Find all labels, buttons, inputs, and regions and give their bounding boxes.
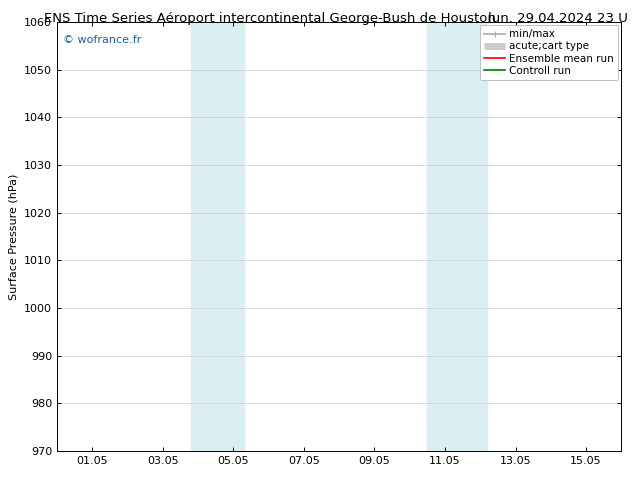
Bar [427, 22, 488, 451]
Text: © wofrance.fr: © wofrance.fr [63, 35, 141, 45]
Legend: min/max, acute;cart type, Ensemble mean run, Controll run: min/max, acute;cart type, Ensemble mean … [480, 25, 618, 80]
Text: lun. 29.04.2024 23 U: lun. 29.04.2024 23 U [488, 12, 628, 25]
Bar [191, 22, 244, 451]
Y-axis label: Surface Pressure (hPa): Surface Pressure (hPa) [8, 173, 18, 299]
Text: ENS Time Series Aéroport intercontinental George-Bush de Houston: ENS Time Series Aéroport intercontinenta… [44, 12, 496, 25]
